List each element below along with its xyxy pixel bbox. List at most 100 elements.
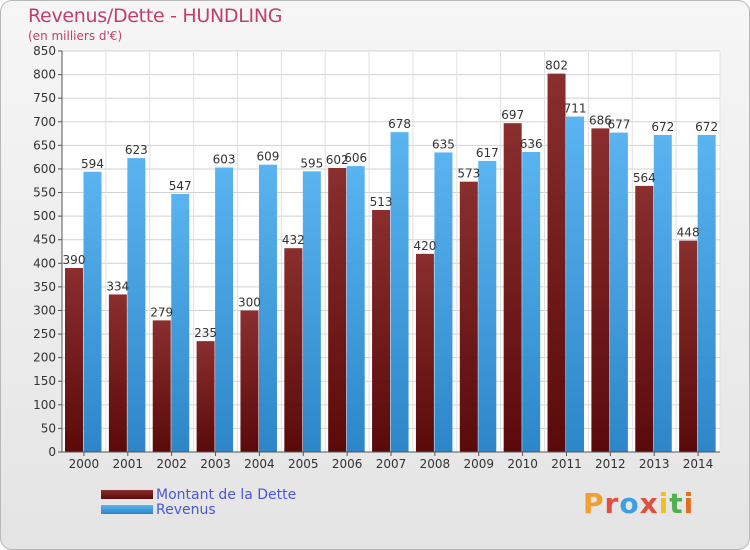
data-label-revenus: 711: [564, 102, 587, 116]
bar-revenus: [653, 134, 672, 452]
bar-debt: [591, 128, 610, 452]
data-label-debt: 602: [326, 153, 349, 167]
bar-debt: [328, 167, 347, 452]
x-tick-label: 2013: [639, 457, 670, 471]
x-tick-label: 2001: [113, 457, 144, 471]
x-tick-label: 2009: [463, 457, 494, 471]
y-tick-label: 550: [33, 186, 56, 200]
x-tick-label: 2006: [332, 457, 363, 471]
bar-revenus: [215, 167, 234, 452]
data-label-debt: 279: [150, 305, 173, 319]
data-label-revenus: 609: [257, 150, 280, 164]
bar-revenus: [390, 132, 409, 452]
x-tick-label: 2008: [420, 457, 451, 471]
x-tick-label: 2014: [683, 457, 714, 471]
bar-debt: [196, 341, 215, 452]
bar-revenus: [434, 152, 453, 452]
bar-revenus: [127, 158, 146, 453]
data-label-debt: 334: [106, 279, 129, 293]
x-tick-label: 2010: [507, 457, 538, 471]
data-label-debt: 448: [677, 226, 700, 240]
data-label-revenus: 594: [81, 157, 104, 171]
y-tick-label: 750: [33, 91, 56, 105]
legend-swatch-revenus: [101, 505, 153, 514]
bar-revenus: [566, 116, 585, 453]
data-label-revenus: 678: [388, 117, 411, 131]
data-label-debt: 420: [413, 239, 436, 253]
bar-debt: [152, 320, 171, 452]
y-tick-label: 500: [33, 209, 56, 223]
y-tick-label: 200: [33, 351, 56, 365]
y-tick-label: 700: [33, 115, 56, 129]
bar-debt: [547, 73, 566, 452]
data-label-debt: 432: [282, 233, 305, 247]
bar-debt: [635, 185, 654, 452]
x-tick-label: 2000: [69, 457, 100, 471]
bar-debt: [284, 248, 303, 452]
bar-debt: [240, 310, 259, 452]
y-tick-label: 0: [48, 445, 56, 459]
y-tick-label: 50: [41, 421, 56, 435]
bar-revenus: [697, 134, 716, 452]
x-tick-label: 2011: [551, 457, 582, 471]
y-tick-label: 400: [33, 256, 56, 270]
data-label-debt: 802: [545, 59, 568, 73]
chart-title: Revenus/Dette - HUNDLING: [28, 5, 283, 27]
data-label-revenus: 672: [651, 120, 674, 134]
bar-revenus: [302, 171, 321, 453]
data-label-revenus: 617: [476, 146, 499, 160]
y-tick-label: 450: [33, 233, 56, 247]
data-label-revenus: 635: [432, 137, 455, 151]
data-label-debt: 390: [63, 253, 86, 267]
y-tick-label: 850: [33, 44, 56, 58]
y-tick-label: 300: [33, 303, 56, 317]
bar-debt: [65, 268, 83, 452]
y-tick-label: 800: [33, 68, 56, 82]
x-tick-label: 2005: [288, 457, 319, 471]
bar-debt: [415, 253, 434, 452]
data-label-revenus: 606: [344, 151, 367, 165]
x-tick-label: 2004: [244, 457, 275, 471]
data-label-revenus: 636: [520, 137, 543, 151]
y-tick-label: 350: [33, 280, 56, 294]
data-label-debt: 564: [633, 171, 656, 185]
data-label-debt: 573: [457, 167, 480, 181]
x-tick-label: 2007: [376, 457, 407, 471]
bar-debt: [503, 123, 522, 453]
data-label-revenus: 603: [213, 153, 236, 167]
data-label-debt: 235: [194, 326, 217, 340]
legend-label-debt: Montant de la Dette: [156, 487, 297, 503]
bar-revenus: [522, 151, 541, 452]
y-tick-label: 600: [33, 162, 56, 176]
y-tick-label: 250: [33, 327, 56, 341]
data-label-revenus: 547: [169, 179, 192, 193]
data-label-debt: 686: [589, 113, 612, 127]
data-label-debt: 513: [370, 195, 393, 209]
y-tick-label: 100: [33, 398, 56, 412]
bar-debt: [679, 240, 698, 452]
data-label-revenus: 677: [607, 118, 630, 132]
data-label-revenus: 672: [695, 120, 718, 134]
data-label-revenus: 623: [125, 143, 148, 157]
x-tick-label: 2003: [200, 457, 231, 471]
data-label-debt: 697: [501, 108, 524, 122]
y-tick-label: 150: [33, 374, 56, 388]
bar-debt: [372, 209, 391, 452]
x-tick-label: 2002: [156, 457, 187, 471]
bar-debt: [459, 181, 478, 452]
legend-label-revenus: Revenus: [156, 502, 216, 518]
bar-revenus: [609, 132, 628, 452]
y-tick-label: 650: [33, 138, 56, 152]
bar-revenus: [258, 164, 277, 452]
bar-debt: [108, 294, 127, 452]
chart-subtitle: (en milliers d'€): [28, 29, 123, 43]
bar-revenus: [478, 160, 497, 452]
data-label-debt: 300: [238, 295, 261, 309]
bar-revenus: [171, 193, 190, 452]
data-label-revenus: 595: [300, 156, 323, 170]
bar-revenus: [83, 171, 102, 452]
legend-swatch-debt: [101, 490, 153, 499]
proxiti-logo: Proxiti: [583, 487, 695, 520]
